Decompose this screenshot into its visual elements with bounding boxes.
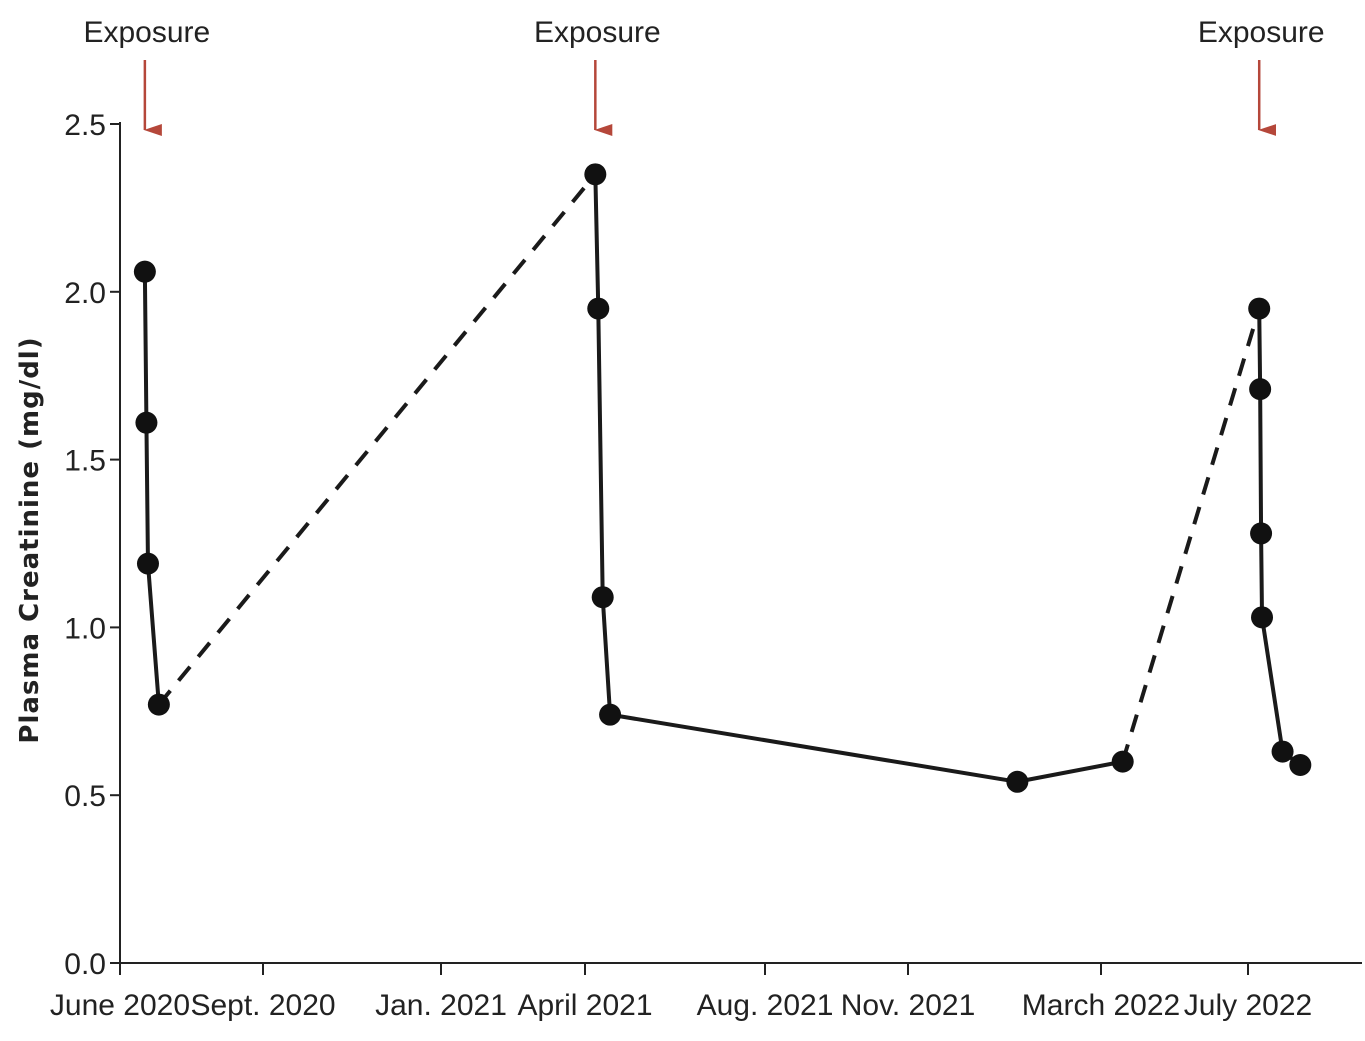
data-point — [587, 297, 610, 320]
solid-segment — [596, 306, 605, 600]
solid-segment — [608, 712, 1020, 784]
dashed-segment — [157, 173, 597, 706]
data-point — [147, 693, 170, 716]
y-tick-label: 2.5 — [64, 109, 106, 142]
data-point — [136, 552, 159, 575]
y-axis-title: Plasma Creatinine (mg/dl) — [15, 336, 45, 743]
data-points — [133, 163, 1312, 793]
x-tick-label: Jan. 2021 — [375, 989, 507, 1022]
solid-segment — [1015, 759, 1125, 784]
data-point — [135, 411, 158, 434]
data-point — [584, 163, 607, 186]
solid-segment — [142, 269, 149, 425]
y-tick-label: 0.0 — [64, 948, 106, 981]
solid-segment — [1258, 387, 1264, 536]
data-point — [1289, 753, 1312, 776]
y-tick-label: 1.0 — [64, 612, 106, 645]
x-tick-label: Aug. 2021 — [697, 989, 834, 1022]
solid-segment — [1257, 306, 1263, 392]
solid-segment — [145, 561, 161, 707]
data-point — [1251, 606, 1274, 629]
x-tick-label: March 2022 — [1022, 989, 1180, 1022]
solid-segment — [1259, 531, 1265, 620]
dashed-segment — [1120, 308, 1262, 763]
x-tick-label: Nov. 2021 — [841, 989, 976, 1022]
exposure-label: Exposure — [534, 16, 661, 49]
data-point — [599, 703, 622, 726]
data-point — [1249, 378, 1272, 401]
data-line — [142, 172, 1303, 784]
data-point — [1248, 297, 1271, 320]
y-tick-label: 2.0 — [64, 277, 106, 310]
x-tick-label: April 2021 — [517, 989, 652, 1022]
exposure-annotations: Exposure Exposure Exposure — [83, 16, 1325, 136]
solid-segment — [144, 420, 150, 566]
x-tick-label: July 2022 — [1184, 989, 1312, 1022]
y-tick-label: 1.5 — [64, 445, 106, 478]
solid-segment — [600, 595, 613, 717]
data-point — [1250, 522, 1273, 545]
exposure-label: Exposure — [83, 16, 210, 49]
data-point — [591, 586, 614, 609]
x-tick-label: Sept. 2020 — [190, 989, 335, 1022]
data-point — [1111, 750, 1134, 773]
data-point — [1006, 770, 1029, 793]
data-point — [133, 260, 156, 283]
solid-segment — [1260, 615, 1285, 754]
exposure-label: Exposure — [1198, 16, 1325, 49]
axes: 0.0 0.5 1.0 1.5 2.0 2.5 June 2020 Sept. 2020 Jan… — [50, 109, 1362, 1022]
y-tick-label: 0.5 — [64, 780, 106, 813]
data-point — [1271, 740, 1294, 763]
solid-segment — [593, 172, 601, 311]
x-tick-label: June 2020 — [50, 989, 190, 1022]
